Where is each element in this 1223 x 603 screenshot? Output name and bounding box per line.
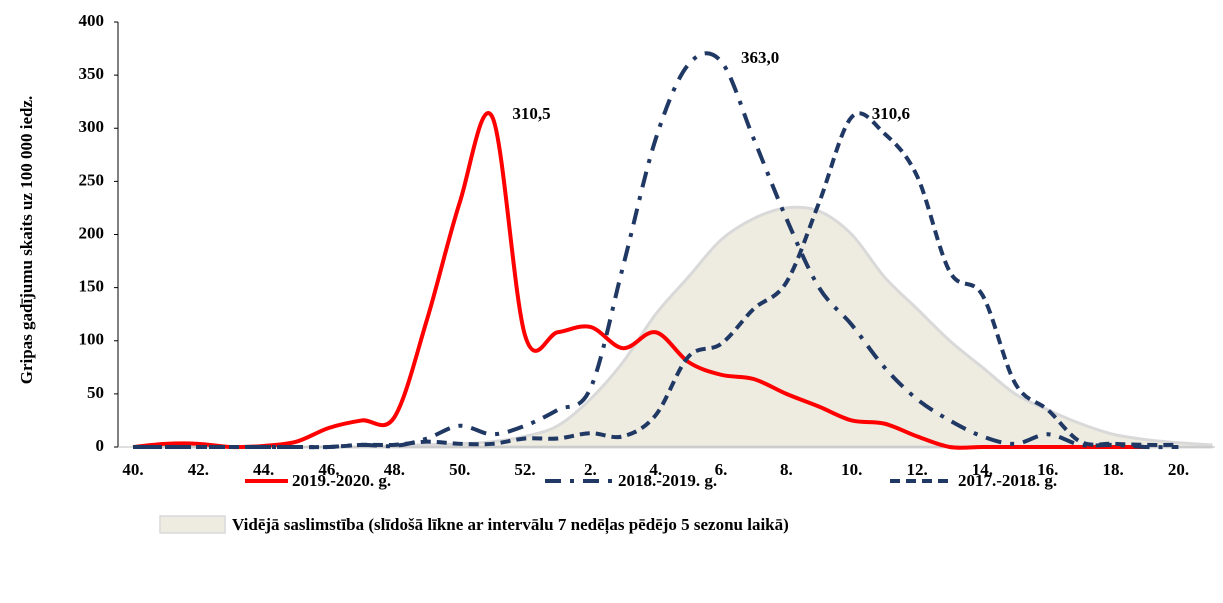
line [133,111,1179,450]
x-tick-label: 12. [906,460,927,479]
y-tick-label: 400 [79,11,105,30]
line [132,111,1146,450]
y-tick-label: 200 [79,223,105,242]
y-tick-label: 50 [87,383,104,402]
legend-swatch [159,515,226,534]
legend-label: 2017.-2018. g. [958,471,1057,490]
legend-label: 2018.-2019. g. [618,471,717,490]
data-label: 310,5 [512,104,550,123]
y-axis-label: Gripas gadījumu skaits uz 100 000 iedz. [17,96,36,385]
legend-label: 2019.-2020. g. [292,471,391,490]
x-tick-label: 18. [1102,460,1123,479]
y-tick-label: 150 [79,277,105,296]
x-tick-label: 8. [780,460,793,479]
x-tick-label: 40. [122,460,143,479]
y-tick-label: 300 [79,117,105,136]
x-tick-label: 10. [841,460,862,479]
legend-item: 2019.-2020. g. [245,471,391,490]
x-tick-label: 42. [188,460,209,479]
x-tick-label: 4. [649,460,662,479]
y-tick-label: 100 [79,330,105,349]
legend-item: 2017.-2018. g. [890,471,1057,490]
x-tick-label: 16. [1037,460,1058,479]
y-tick-label: 0 [96,436,105,455]
x-tick-label: 2. [584,460,597,479]
x-tick-label: 46. [318,460,339,479]
line [133,51,1179,450]
x-tick-label: 6. [715,460,728,479]
data-label: 310,6 [872,104,910,123]
y-tick-label: 250 [79,170,105,189]
x-tick-label: 52. [514,460,535,479]
y-tick-label: 350 [79,64,105,83]
legend-item: Vidējā saslimstība (slīdošā līkne ar int… [159,515,789,535]
x-tick-label: 20. [1168,460,1189,479]
x-tick-label: 50. [449,460,470,479]
x-tick-label: 44. [253,460,274,479]
x-tick-label: 48. [384,460,405,479]
legend-item: 2018.-2019. g. [545,471,717,490]
legend-label: Vidējā saslimstība (slīdošā līkne ar int… [232,515,789,535]
data-label: 363,0 [741,48,779,67]
x-tick-label: 14. [972,460,993,479]
